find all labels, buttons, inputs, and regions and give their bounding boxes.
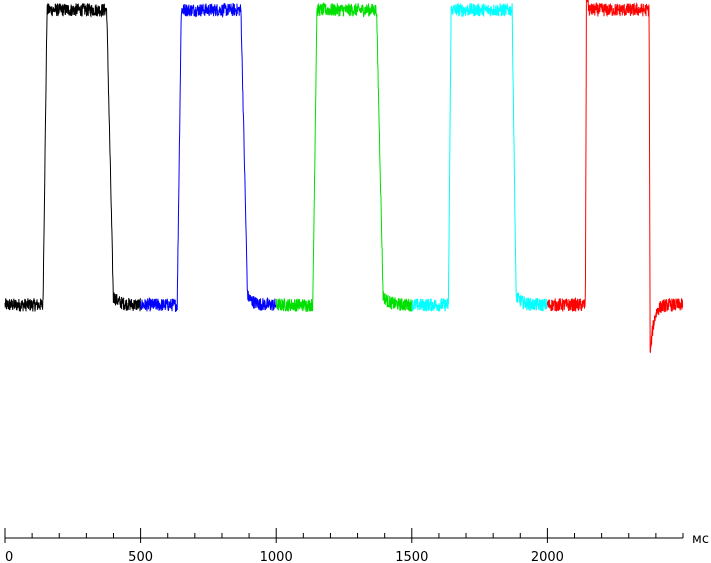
x-tick-label: 500: [128, 550, 153, 563]
series-layer: [4, 0, 684, 354]
series-line-level-1: [140, 2, 277, 313]
series-line-level-0: [4, 3, 141, 312]
series-line-level-3: [411, 2, 548, 312]
series-line-level-4: [546, 0, 684, 354]
x-tick-label: 0: [5, 550, 13, 563]
x-tick-label: 1500: [395, 550, 428, 563]
x-axis: 0 500 1000 1500 2000: [4, 528, 684, 563]
x-tick-label: 2000: [531, 550, 564, 563]
series-line-level-2: [275, 1, 413, 313]
x-tick-label: 1000: [260, 550, 293, 563]
x-axis-unit-label: мс: [692, 532, 709, 547]
